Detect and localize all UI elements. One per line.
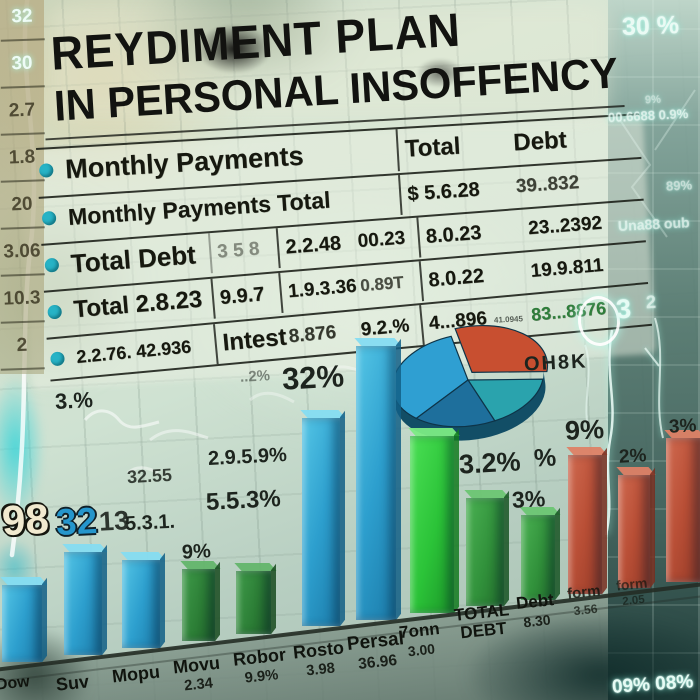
left-axis-value: 2.7 <box>0 87 45 136</box>
table-cell: Total 2.8.23 <box>72 285 204 324</box>
table-cell: $ 5.6.28 <box>398 167 512 215</box>
left-axis-value: 3.06 <box>0 228 45 277</box>
row-bullet-icon <box>41 210 57 226</box>
table-cell: 2.2.76. 42.936 <box>75 335 192 367</box>
table-cell: 0.89T <box>359 272 405 296</box>
table-cell: 00.23 <box>356 227 406 253</box>
table-cell: 9.9.7 <box>210 273 282 319</box>
left-axis-value: 10.3 <box>0 275 45 324</box>
left-axis-value: 2 <box>0 322 45 371</box>
table-cell: Total Debt <box>69 238 197 279</box>
ink-smudge-small <box>416 58 464 88</box>
pie-slice-teal <box>466 378 544 422</box>
table-cell: 8.0.23 <box>416 209 524 258</box>
table-cell: 2.2.48 <box>276 222 354 269</box>
left-axis-value: 32 <box>0 0 45 42</box>
table-cell: Intest <box>212 318 288 365</box>
row-bullet-icon <box>38 163 54 178</box>
table-cell: 8.876 <box>287 322 338 348</box>
row-bullet-icon <box>44 257 60 273</box>
ink-smudge <box>196 24 272 74</box>
row-bullet-icon <box>49 351 66 367</box>
left-axis-value: 30 <box>0 40 45 89</box>
pie-rim <box>392 369 546 441</box>
table-cell: 19.9.811 <box>529 254 605 282</box>
table-cell: 39..832 <box>515 172 580 198</box>
table-cell: 1.9.3.36 <box>278 266 357 313</box>
table-cell: Total <box>395 122 509 172</box>
left-axis-column: 32 30 2.7 1.8 20 3.06 10.3 2 <box>0 0 45 374</box>
title-highlight <box>50 5 610 120</box>
table-cell: Debt <box>512 126 568 157</box>
top-right-percentage: 30 % <box>621 11 680 41</box>
row-bullet-icon <box>47 304 63 320</box>
pie-chart <box>391 324 549 441</box>
table-cell: 23..2392 <box>527 212 603 240</box>
pie-slice-navy <box>415 379 496 428</box>
pie-slice-red <box>454 324 549 373</box>
table-cell: 3 5 8 <box>207 228 280 274</box>
